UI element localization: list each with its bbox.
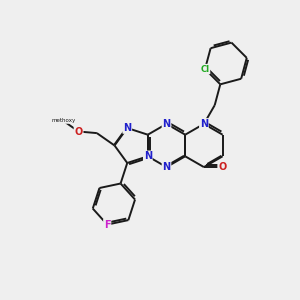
Text: N: N [162, 119, 171, 129]
Text: Cl: Cl [200, 64, 210, 74]
Text: methoxy: methoxy [51, 118, 76, 124]
Text: F: F [104, 220, 110, 230]
Text: O: O [74, 127, 83, 136]
Text: N: N [144, 151, 152, 161]
Text: N: N [200, 119, 208, 129]
Text: N: N [123, 123, 131, 133]
Text: N: N [162, 162, 171, 172]
Text: O: O [218, 162, 226, 172]
